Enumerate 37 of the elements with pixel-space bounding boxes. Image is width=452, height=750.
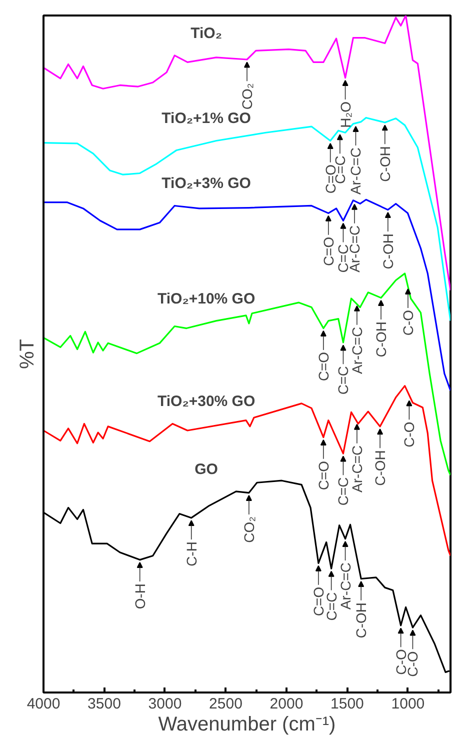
x-tick-label: 1000 (391, 696, 425, 712)
annotation: Ar-C=C (337, 562, 354, 610)
x-tick-label: 1500 (330, 696, 364, 712)
annotation: C=C (335, 477, 352, 506)
annotation: C-OH (353, 602, 370, 638)
series-label: TiO₂+10% GO (157, 290, 256, 308)
series-label: TiO₂+1% GO (162, 110, 252, 128)
annotation: C=O (315, 352, 332, 382)
annotation: CO₂ (239, 83, 255, 110)
annotation: C-OH (380, 233, 396, 270)
annotation: C-H (183, 542, 200, 566)
annotation: C-O (401, 422, 418, 448)
x-tick-label: 4000 (26, 696, 60, 712)
annotation: C-O (400, 310, 416, 336)
annotation: C=C (335, 366, 352, 395)
annotation: C-OH (376, 146, 393, 182)
annotation: C=O (320, 236, 336, 266)
x-tick-label: 2000 (270, 696, 304, 712)
x-axis-title: Wavenumber (cm⁻¹) (158, 714, 336, 736)
annotation: Ar-C=C (348, 148, 364, 195)
series-label: GO (194, 460, 218, 478)
annotation: Ar-C=C (348, 326, 365, 374)
x-tick-label: 3500 (88, 696, 121, 712)
annotation: C-OH (373, 321, 390, 358)
annotation: CO₂ (240, 516, 257, 543)
x-tick-label: 2500 (209, 696, 242, 712)
annotation: C=O (315, 460, 332, 490)
series-label: TiO₂+30% GO (157, 393, 256, 410)
series-label: TiO₂ (190, 24, 222, 42)
y-axis-title: %T (16, 339, 38, 369)
annotation: Ar-C=C (348, 445, 365, 492)
annotation: Ar-C=C (346, 225, 363, 272)
annotation: C-OH (372, 450, 388, 486)
x-tick-label: 3000 (148, 696, 182, 712)
series-label: TiO₂+3% GO (162, 175, 252, 192)
annotation: O-H (132, 583, 148, 610)
annotation: H₂O (337, 101, 354, 128)
